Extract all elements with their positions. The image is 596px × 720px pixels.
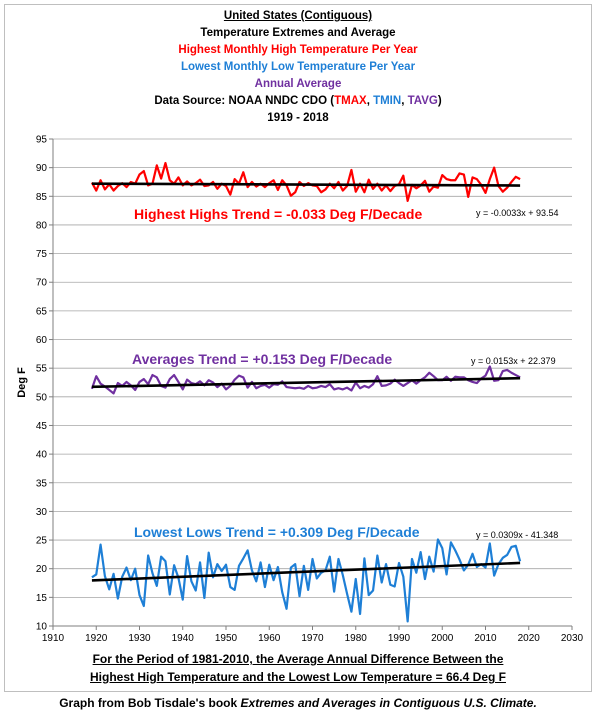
x-tick-label: 1980 [345,633,368,644]
footer-book-title: Extremes and Averages in Contiguous U.S.… [240,696,537,710]
x-tick-label: 1910 [42,633,65,644]
tavg-label: TAVG [407,95,438,107]
y-tick-label: 20 [36,564,48,575]
years-line: 1919 - 2018 [267,112,329,124]
y-tick-label: 15 [36,593,48,604]
y-tick-label: 40 [36,450,48,461]
trend-label-tavg: Averages Trend = +0.153 Deg F/Decade [132,351,392,367]
x-tick-label: 1960 [258,633,281,644]
note-line-1: For the Period of 1981-2010, the Average… [92,652,504,666]
y-tick-label: 65 [36,306,48,317]
axis-layer: 10 15 20 25 30 35 40 45 50 55 60 65 70 75 80 85 90 95 1910… [36,135,584,645]
y-tick-label: 70 [36,278,48,289]
y-tick-label: 45 [36,421,48,432]
y-tick-label: 35 [36,478,48,489]
title-line-5: Annual Average [254,78,342,90]
trendline-tmax [91,182,521,187]
x-tick-label: 1940 [172,633,195,644]
label-layer: Highest Highs Trend = -0.033 Deg F/Decad… [132,206,559,540]
y-tick-label: 10 [36,622,48,633]
y-tick-label: 85 [36,192,48,203]
data-source-line: Data Source: NOAA NNDC CDO (TMAX, TMIN, … [154,95,442,107]
x-tick-label: 2030 [561,633,584,644]
trend-label-tmin: Lowest Lows Trend = +0.309 Deg F/Decade [134,524,420,540]
y-tick-label: 80 [36,220,48,231]
trendline-tavg [91,376,521,389]
y-tick-label: 50 [36,392,48,403]
trend-equation-tmin: y = 0.0309x - 41.348 [476,530,558,540]
y-tick-label: 55 [36,364,48,375]
y-tick-label: 75 [36,249,48,260]
x-tick-label: 2000 [431,633,454,644]
x-tick-label: 1970 [301,633,324,644]
x-tick-label: 1920 [85,633,108,644]
y-tick-label: 90 [36,163,48,174]
y-tick-label: 60 [36,335,48,346]
footer-credit: Graph from Bob Tisdale's book Extremes a… [59,696,537,710]
title-line-4: Lowest Monthly Low Temperature Per Year [180,61,416,73]
trend-equation-tavg: y = 0.0153x + 22.379 [471,356,556,366]
y-tick-label: 25 [36,536,48,547]
trend-equation-tmax: y = -0.0033x + 93.54 [476,208,559,218]
x-tick-label: 1950 [215,633,238,644]
trend-layer [91,182,521,582]
x-tick-label: 1990 [388,633,411,644]
title-line-2: Temperature Extremes and Average [200,27,396,39]
x-tick-label: 2020 [518,633,541,644]
trendline-tmin [91,561,521,582]
x-tick-label: 1930 [128,633,151,644]
trend-label-tmax: Highest Highs Trend = -0.033 Deg F/Decad… [134,206,422,222]
y-tick-label: 95 [36,135,48,146]
series-line-tmin [91,538,522,623]
chart-svg: 10 15 20 25 30 35 40 45 50 55 60 65 70 75 80 85 90 95 1910… [16,135,584,645]
tmax-label: TMAX [334,95,367,107]
tmin-label: TMIN [373,95,402,107]
series-layer [90,161,522,623]
title-line-1: United States (Contiguous) [223,10,373,22]
series-line-tmax [90,161,521,202]
note-line-2: Highest High Temperature and the Lowest … [90,670,506,684]
title-line-3: Highest Monthly High Temperature Per Yea… [178,44,418,56]
x-tick-label: 2010 [474,633,497,644]
y-tick-label: 30 [36,507,48,518]
y-axis-label: Deg F [16,367,28,398]
